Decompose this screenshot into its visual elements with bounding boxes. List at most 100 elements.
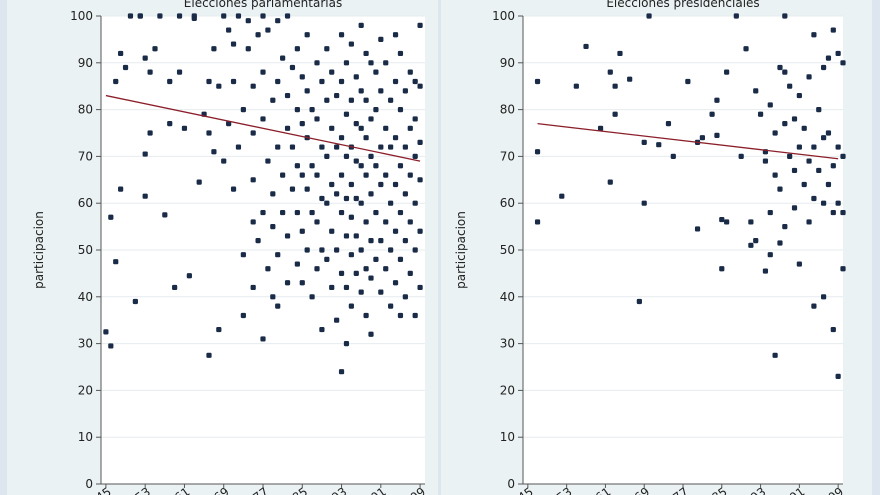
scatter-point — [132, 298, 138, 305]
scatter-point — [417, 228, 423, 234]
scatter-point — [250, 83, 256, 89]
scatter-point — [397, 209, 404, 216]
scatter-point — [211, 46, 217, 52]
scatter-point — [840, 60, 846, 66]
scatter-point — [772, 172, 778, 178]
scatter-point — [314, 219, 320, 225]
scatter-point — [782, 224, 788, 230]
scatter-point — [299, 228, 305, 234]
scatter-point — [733, 13, 739, 19]
scatter-point — [383, 219, 389, 225]
scatter-point — [724, 69, 730, 75]
scatter-point — [378, 36, 384, 42]
scatter-point — [167, 121, 173, 127]
scatter-point — [685, 78, 691, 85]
scatter-point — [743, 46, 749, 52]
scatter-point — [235, 13, 242, 19]
scatter-point — [250, 177, 256, 183]
scatter-point — [226, 121, 232, 127]
scatter-point — [397, 163, 404, 169]
scatter-point — [211, 149, 217, 155]
scatter-point — [275, 144, 281, 150]
scatter-point — [358, 200, 364, 206]
scatter-point — [260, 336, 266, 342]
scatter-point — [172, 284, 178, 291]
scatter-point — [142, 55, 148, 61]
scatter-point — [782, 121, 788, 127]
scatter-point — [782, 69, 788, 75]
scatter-point — [314, 60, 320, 66]
scatter-point — [383, 172, 389, 178]
x-tick-label: 09 — [826, 485, 847, 495]
scatter-point — [338, 172, 345, 178]
scatter-point — [343, 153, 350, 159]
scatter-point — [670, 153, 676, 159]
scatter-point — [363, 97, 369, 103]
scatter-point — [573, 83, 579, 89]
scatter-point — [348, 41, 354, 47]
scatter-point — [348, 181, 354, 188]
scatter-point — [402, 88, 408, 94]
scatter-point — [363, 219, 369, 225]
scatter-point — [378, 289, 384, 295]
y-tick-label: 20 — [78, 383, 93, 397]
scatter-point — [816, 107, 822, 113]
scatter-point — [821, 135, 827, 141]
panel-presidenciales: 0 10 20 30 40 50 60 70 80 90 100 45 53 61 69 77 85 93 01 09… — [441, 0, 872, 495]
chart-title: Elecciones parlamentarias — [184, 0, 342, 10]
scatter-point — [597, 125, 604, 131]
scatter-point — [830, 326, 836, 333]
scatter-point — [392, 228, 399, 234]
scatter-point — [636, 298, 642, 305]
scatter-point — [719, 216, 725, 223]
scatter-point — [324, 153, 330, 159]
scatter-point — [412, 116, 418, 122]
scatter-point — [113, 259, 119, 265]
scatter-point — [255, 32, 261, 38]
scatter-point — [534, 78, 541, 85]
scatter-point — [309, 294, 315, 300]
scatter-point — [314, 266, 320, 272]
scatter-point — [260, 209, 266, 216]
y-tick-label: 80 — [500, 103, 515, 117]
scatter-point — [767, 209, 773, 216]
scatter-point — [777, 64, 783, 71]
scatter-point — [412, 247, 418, 253]
scatter-point — [753, 238, 759, 244]
scatter-point — [142, 151, 148, 157]
scatter-point — [280, 55, 286, 61]
y-tick-label: 100 — [70, 9, 93, 23]
scatter-point — [767, 252, 773, 258]
scatter-point — [334, 317, 340, 323]
scatter-point — [280, 172, 286, 178]
scatter-point — [806, 219, 812, 225]
scatter-point — [358, 289, 364, 295]
scatter-point — [216, 326, 222, 333]
scatter-point — [353, 233, 359, 239]
scatter-point — [329, 125, 335, 131]
scatter-point — [835, 373, 841, 379]
scatter-point — [181, 125, 188, 131]
scatter-point — [378, 238, 384, 244]
scatter-point — [840, 153, 846, 159]
scatter-point — [825, 130, 832, 136]
scatter-point — [388, 97, 394, 103]
scatter-point — [787, 153, 793, 159]
scatter-point — [835, 144, 841, 150]
scatter-point — [694, 226, 701, 232]
scatter-point — [334, 92, 340, 99]
scatter-point — [373, 256, 379, 262]
x-tick-label: 53 — [554, 485, 575, 495]
scatter-point — [284, 280, 291, 286]
scatter-point — [534, 219, 541, 225]
scatter-point — [250, 219, 256, 225]
scatter-point — [699, 135, 705, 141]
scatter-point — [368, 275, 374, 281]
scatter-point — [338, 209, 345, 216]
scatter-point — [407, 125, 413, 131]
scatter-point — [811, 144, 817, 150]
y-tick-label: 30 — [500, 337, 515, 351]
scatter-point — [230, 41, 237, 47]
y-tick-label: 40 — [78, 290, 93, 304]
scatter-point — [348, 303, 354, 309]
